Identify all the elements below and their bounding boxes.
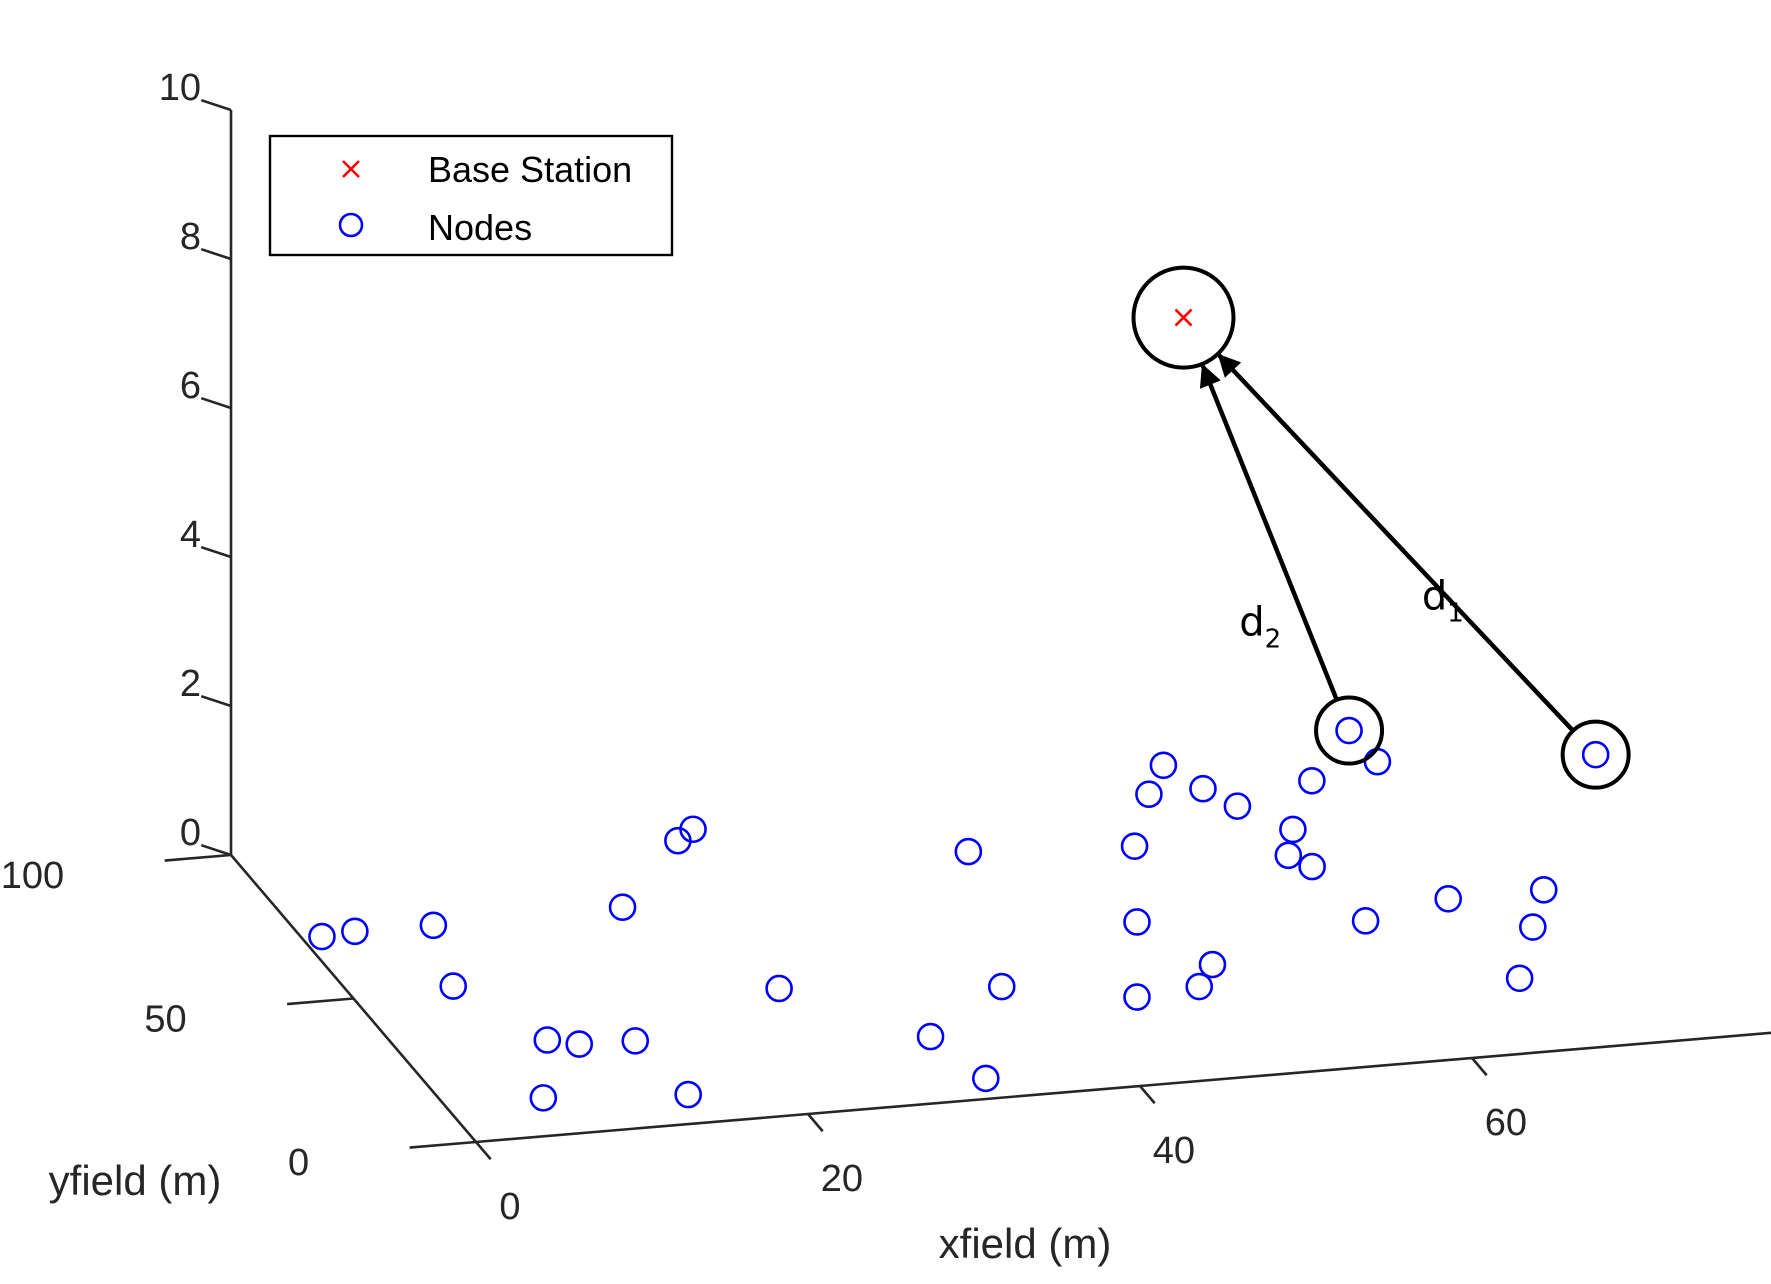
node-marker xyxy=(1135,780,1163,808)
y-tick-mark xyxy=(164,853,232,862)
distance-arrow-d1 xyxy=(1217,353,1575,733)
node-marker xyxy=(1351,907,1380,935)
node-marker xyxy=(1189,774,1217,803)
node-marker xyxy=(1149,751,1178,780)
node-marker xyxy=(1279,815,1307,844)
highlighted-node-ring-d2 xyxy=(1314,695,1385,766)
node-marker xyxy=(608,893,637,921)
x-tick-label: 20 xyxy=(821,1158,863,1200)
y-tick-mark xyxy=(409,1140,477,1149)
node-marker xyxy=(987,972,1016,1001)
x-tick-mark xyxy=(1139,1085,1156,1105)
node-marker xyxy=(954,837,983,866)
node-marker xyxy=(1120,832,1149,860)
node-marker xyxy=(1529,876,1558,904)
y-tick-mark xyxy=(286,997,354,1006)
y-tick-label: 50 xyxy=(144,999,186,1041)
node-marker xyxy=(1519,913,1547,941)
legend-label-base-station: Base Station xyxy=(428,149,632,190)
node-marker xyxy=(1274,841,1303,870)
node-marker xyxy=(916,1022,945,1051)
node-marker xyxy=(972,1064,1000,1093)
z-tick-label: 4 xyxy=(180,514,201,556)
node-marker xyxy=(1434,884,1462,913)
distance-label-text: d xyxy=(1239,600,1264,646)
node-marker xyxy=(341,917,369,946)
node-marker xyxy=(1298,852,1326,881)
distance-label-subscript: 2 xyxy=(1265,625,1282,655)
z-tick-mark xyxy=(200,843,232,857)
x-tick-mark xyxy=(1471,1057,1488,1077)
base-station-marker-stroke xyxy=(1174,308,1193,327)
distance-label-d1: d1 xyxy=(1422,574,1464,629)
node-marker xyxy=(533,1026,562,1054)
x-tick-mark xyxy=(807,1113,824,1133)
z-tick-mark xyxy=(200,396,232,410)
legend-marker-nodes xyxy=(338,212,364,238)
base-station-marker xyxy=(1174,308,1193,327)
axes-group xyxy=(229,110,1771,1144)
distance-label-text: d xyxy=(1422,574,1447,620)
node-marker xyxy=(565,1030,594,1058)
distance-label-d2: d2 xyxy=(1239,600,1281,655)
node-marker xyxy=(419,911,448,940)
node-marker xyxy=(679,815,707,844)
z-tick-label: 10 xyxy=(159,67,201,109)
z-tick-mark xyxy=(200,98,232,112)
node-marker xyxy=(1505,964,1534,993)
x-axis-label: xfield (m) xyxy=(939,1220,1112,1267)
legend-marker-base-station xyxy=(342,160,360,178)
node-marker xyxy=(1185,972,1214,1001)
node-marker xyxy=(1363,747,1392,776)
x-tick-mark xyxy=(475,1141,492,1161)
y-axis-label: yfield (m) xyxy=(49,1157,222,1204)
z-tick-mark xyxy=(200,247,232,261)
node-marker xyxy=(1123,908,1151,936)
z-tick-mark xyxy=(200,694,232,708)
y-tick-label: 0 xyxy=(288,1142,309,1184)
ticks-group: 0204060801000501000246810 xyxy=(1,67,1527,1228)
node-marker xyxy=(621,1027,650,1055)
legend: Base Station Nodes xyxy=(268,134,674,257)
node-marker xyxy=(1198,950,1227,979)
node-marker xyxy=(674,1080,703,1109)
legend-label-nodes: Nodes xyxy=(428,207,532,248)
node-marker xyxy=(765,974,793,1003)
z-tick-label: 8 xyxy=(180,216,201,258)
distance-label-subscript: 1 xyxy=(1447,599,1464,629)
node-marker xyxy=(1581,740,1610,769)
node-marker xyxy=(1298,766,1326,795)
y-tick-label: 100 xyxy=(1,855,64,897)
distance-arrow-d2 xyxy=(1199,363,1339,701)
base-station-highlight-ring xyxy=(1131,265,1236,370)
node-marker xyxy=(1335,716,1363,745)
node-marker xyxy=(439,972,468,1000)
node-marker xyxy=(529,1084,558,1112)
z-tick-label: 6 xyxy=(180,365,201,407)
x-tick-label: 60 xyxy=(1485,1102,1527,1144)
nodes-group xyxy=(308,308,1610,1112)
z-tick-mark xyxy=(200,545,232,559)
z-tick-label: 2 xyxy=(180,663,201,705)
legend-box xyxy=(268,134,674,257)
node-marker xyxy=(1223,792,1252,820)
x-axis-line xyxy=(475,1031,1771,1144)
node-marker xyxy=(308,922,336,951)
x-tick-label: 0 xyxy=(499,1186,520,1228)
highlighted-node-ring-d1 xyxy=(1560,719,1631,790)
x-tick-label: 40 xyxy=(1153,1130,1195,1172)
z-tick-label: 0 xyxy=(180,812,201,854)
node-marker xyxy=(1123,983,1151,1011)
